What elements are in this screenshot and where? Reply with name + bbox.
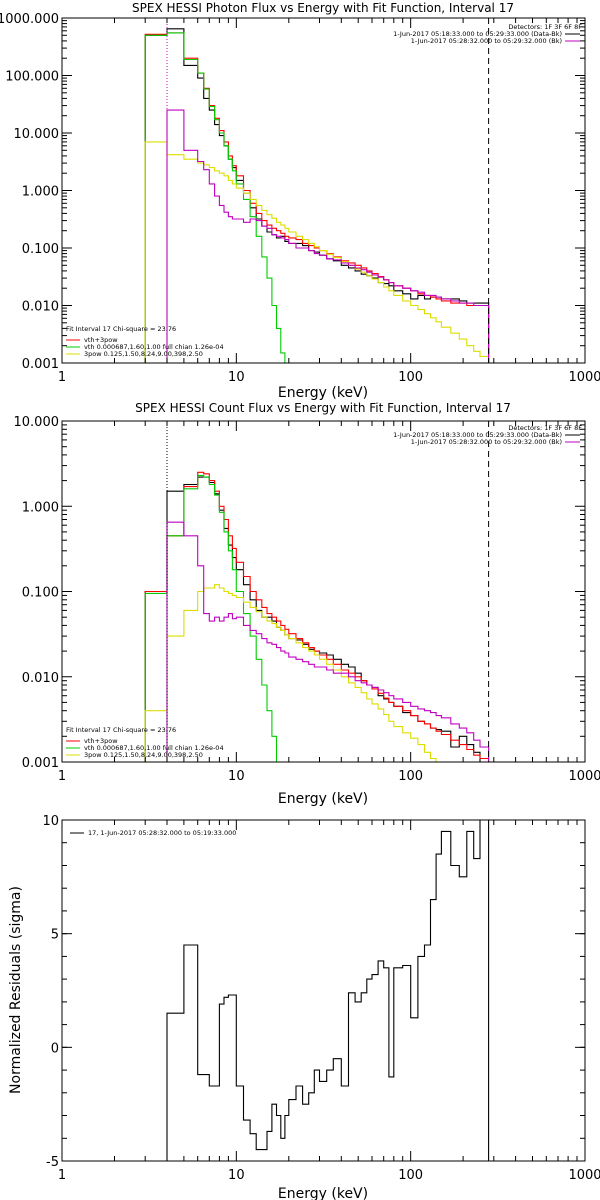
photon-x-tick-label: 1 [58,370,66,385]
photon-y-tick-label: 1.000 [22,185,59,200]
count-x-axis-label: Energy (keV) [278,791,368,807]
count-fit-header: Fit Interval 17 Chi-square = 23.76 [66,726,176,734]
residuals-y-tick-label: -5 [46,1155,59,1170]
count-series-3 [144,584,489,763]
residuals-legend: 17, 1-Jun-2017 05:28:32.000 to 05:19:33.… [70,829,236,837]
residuals-x-tick-label: 10 [228,1168,245,1183]
count-legend-label-3: 3pow 0.125,1.50,8.24,9.00,398,2.50 [84,751,203,759]
photon-y-tick-label: 0.100 [22,242,59,257]
photon-legend-label-1: vth+3pow [84,336,118,344]
count-x-axis: 1 10 100 1000 [58,421,600,784]
count-y-tick-label: 1.000 [22,500,59,515]
photon-legend-label-3: 3pow 0.125,1.50,8.24,9.00,398,2.50 [84,350,203,358]
photon-plot-frame [61,17,586,364]
residuals-y-tick-label: 10 [42,814,59,829]
count-series-4 [145,521,490,763]
photon-series-1 [144,32,490,363]
residuals-x-axis: 1 10 100 1000 [58,820,600,1183]
residuals-legend-label: 17, 1-Jun-2017 05:28:32.000 to 05:19:33.… [88,829,236,837]
count-x-tick-label: 1000 [568,769,600,784]
residuals-x-tick-label: 100 [398,1168,423,1183]
count-x-tick-label: 1 [58,769,66,784]
count-x-tick-label: 10 [228,769,245,784]
photon-x-tick-label: 100 [398,370,423,385]
count-header-line-1: 1-Jun-2017 05:18:33.000 to 05:29:33.000 … [393,431,562,439]
residuals-y-tick-label: 0 [51,1041,59,1056]
residuals-x-tick-label: 1 [58,1168,66,1183]
count-fit-legend: Fit Interval 17 Chi-square = 23.76 vth+3… [66,726,224,759]
photon-legend-label-2: vth 0.000687,1.60,1.00 full chian 1.26e-… [84,343,224,351]
residuals-panel: 1 10 100 1000 -5 0 5 10 Energy (keV) Normalize… [8,814,600,1200]
photon-header-line-1: 1-Jun-2017 05:18:33.000 to 05:29:33.000 … [393,30,562,38]
residuals-series-group [166,819,490,1161]
photon-flux-panel: SPEX HESSI Photon Flux vs Energy with Fi… [0,1,600,401]
photon-x-tick-label: 10 [228,370,245,385]
count-series-2 [144,474,489,763]
photon-y-tick-label: 0.010 [22,300,59,315]
photon-x-axis: 1 10 100 1000 [58,18,600,385]
photon-header-line-2: 1-Jun-2017 05:28:32.000 to 05:29:32.000 … [411,37,562,45]
photon-y-tick-label: 10.000 [14,127,60,142]
residuals-plot-frame [61,819,586,1162]
count-flux-panel: SPEX HESSI Count Flux vs Energy with Fit… [14,401,600,807]
count-vlines-group [166,421,490,762]
photon-x-tick-label: 1000 [568,370,600,385]
count-y-tick-label: 0.100 [22,586,59,601]
count-panel-title: SPEX HESSI Count Flux vs Energy with Fit… [135,401,511,415]
count-legend-label-1: vth+3pow [84,737,118,745]
photon-header-legend: Detectors: 1F 3F 6F 8F 1-Jun-2017 05:18:… [393,23,582,45]
photon-y-tick-label: 1000.000 [0,12,59,27]
photon-series-0 [144,28,490,363]
count-x-tick-label: 100 [398,769,423,784]
photon-fit-header: Fit Interval 17 Chi-square = 23.76 [66,325,176,333]
residuals-y-axis: -5 0 5 10 [42,814,585,1170]
count-y-axis: 0.001 0.010 0.100 1.000 10.000 [14,415,585,771]
count-series-0 [144,476,489,763]
residuals-series-0 [166,819,490,1161]
photon-x-axis-label: Energy (keV) [278,385,368,401]
photon-series-group [144,28,490,364]
count-y-tick-label: 0.010 [22,671,59,686]
photon-fit-legend: Fit Interval 17 Chi-square = 23.76 vth+3… [66,325,224,358]
count-y-tick-label: 0.001 [22,756,59,771]
count-legend-label-2: vth 0.000687,1.60,1.00 full chian 1.26e-… [84,744,224,752]
count-series-1 [144,471,490,762]
photon-panel-title: SPEX HESSI Photon Flux vs Energy with Fi… [132,1,514,15]
photon-y-tick-label: 0.001 [22,357,59,372]
photon-series-3 [144,141,490,363]
count-series-group [144,471,490,763]
count-plot-frame [61,420,586,763]
residuals-x-axis-label: Energy (keV) [278,1186,368,1200]
count-y-tick-label: 10.000 [14,415,60,430]
photon-vlines-group [166,18,490,363]
photon-detectors-text: Detectors: 1F 3F 6F 8F [508,23,582,31]
photon-y-tick-label: 100.000 [5,70,59,85]
residuals-y-axis-label: Normalized Residuals (sigma) [8,886,24,1094]
photon-series-2 [144,32,489,364]
photon-y-axis: 0.001 0.010 0.100 1.000 10.000 100.000 1000.00… [0,12,585,372]
count-header-line-2: 1-Jun-2017 05:28:32.000 to 05:29:32.000 … [411,438,562,446]
photon-series-4 [145,109,490,364]
count-detectors-text: Detectors: 1F 3F 6F 8F [508,424,582,432]
residuals-y-tick-label: 5 [51,928,59,943]
residuals-x-tick-label: 1000 [568,1168,600,1183]
count-header-legend: Detectors: 1F 3F 6F 8F 1-Jun-2017 05:18:… [393,424,582,446]
